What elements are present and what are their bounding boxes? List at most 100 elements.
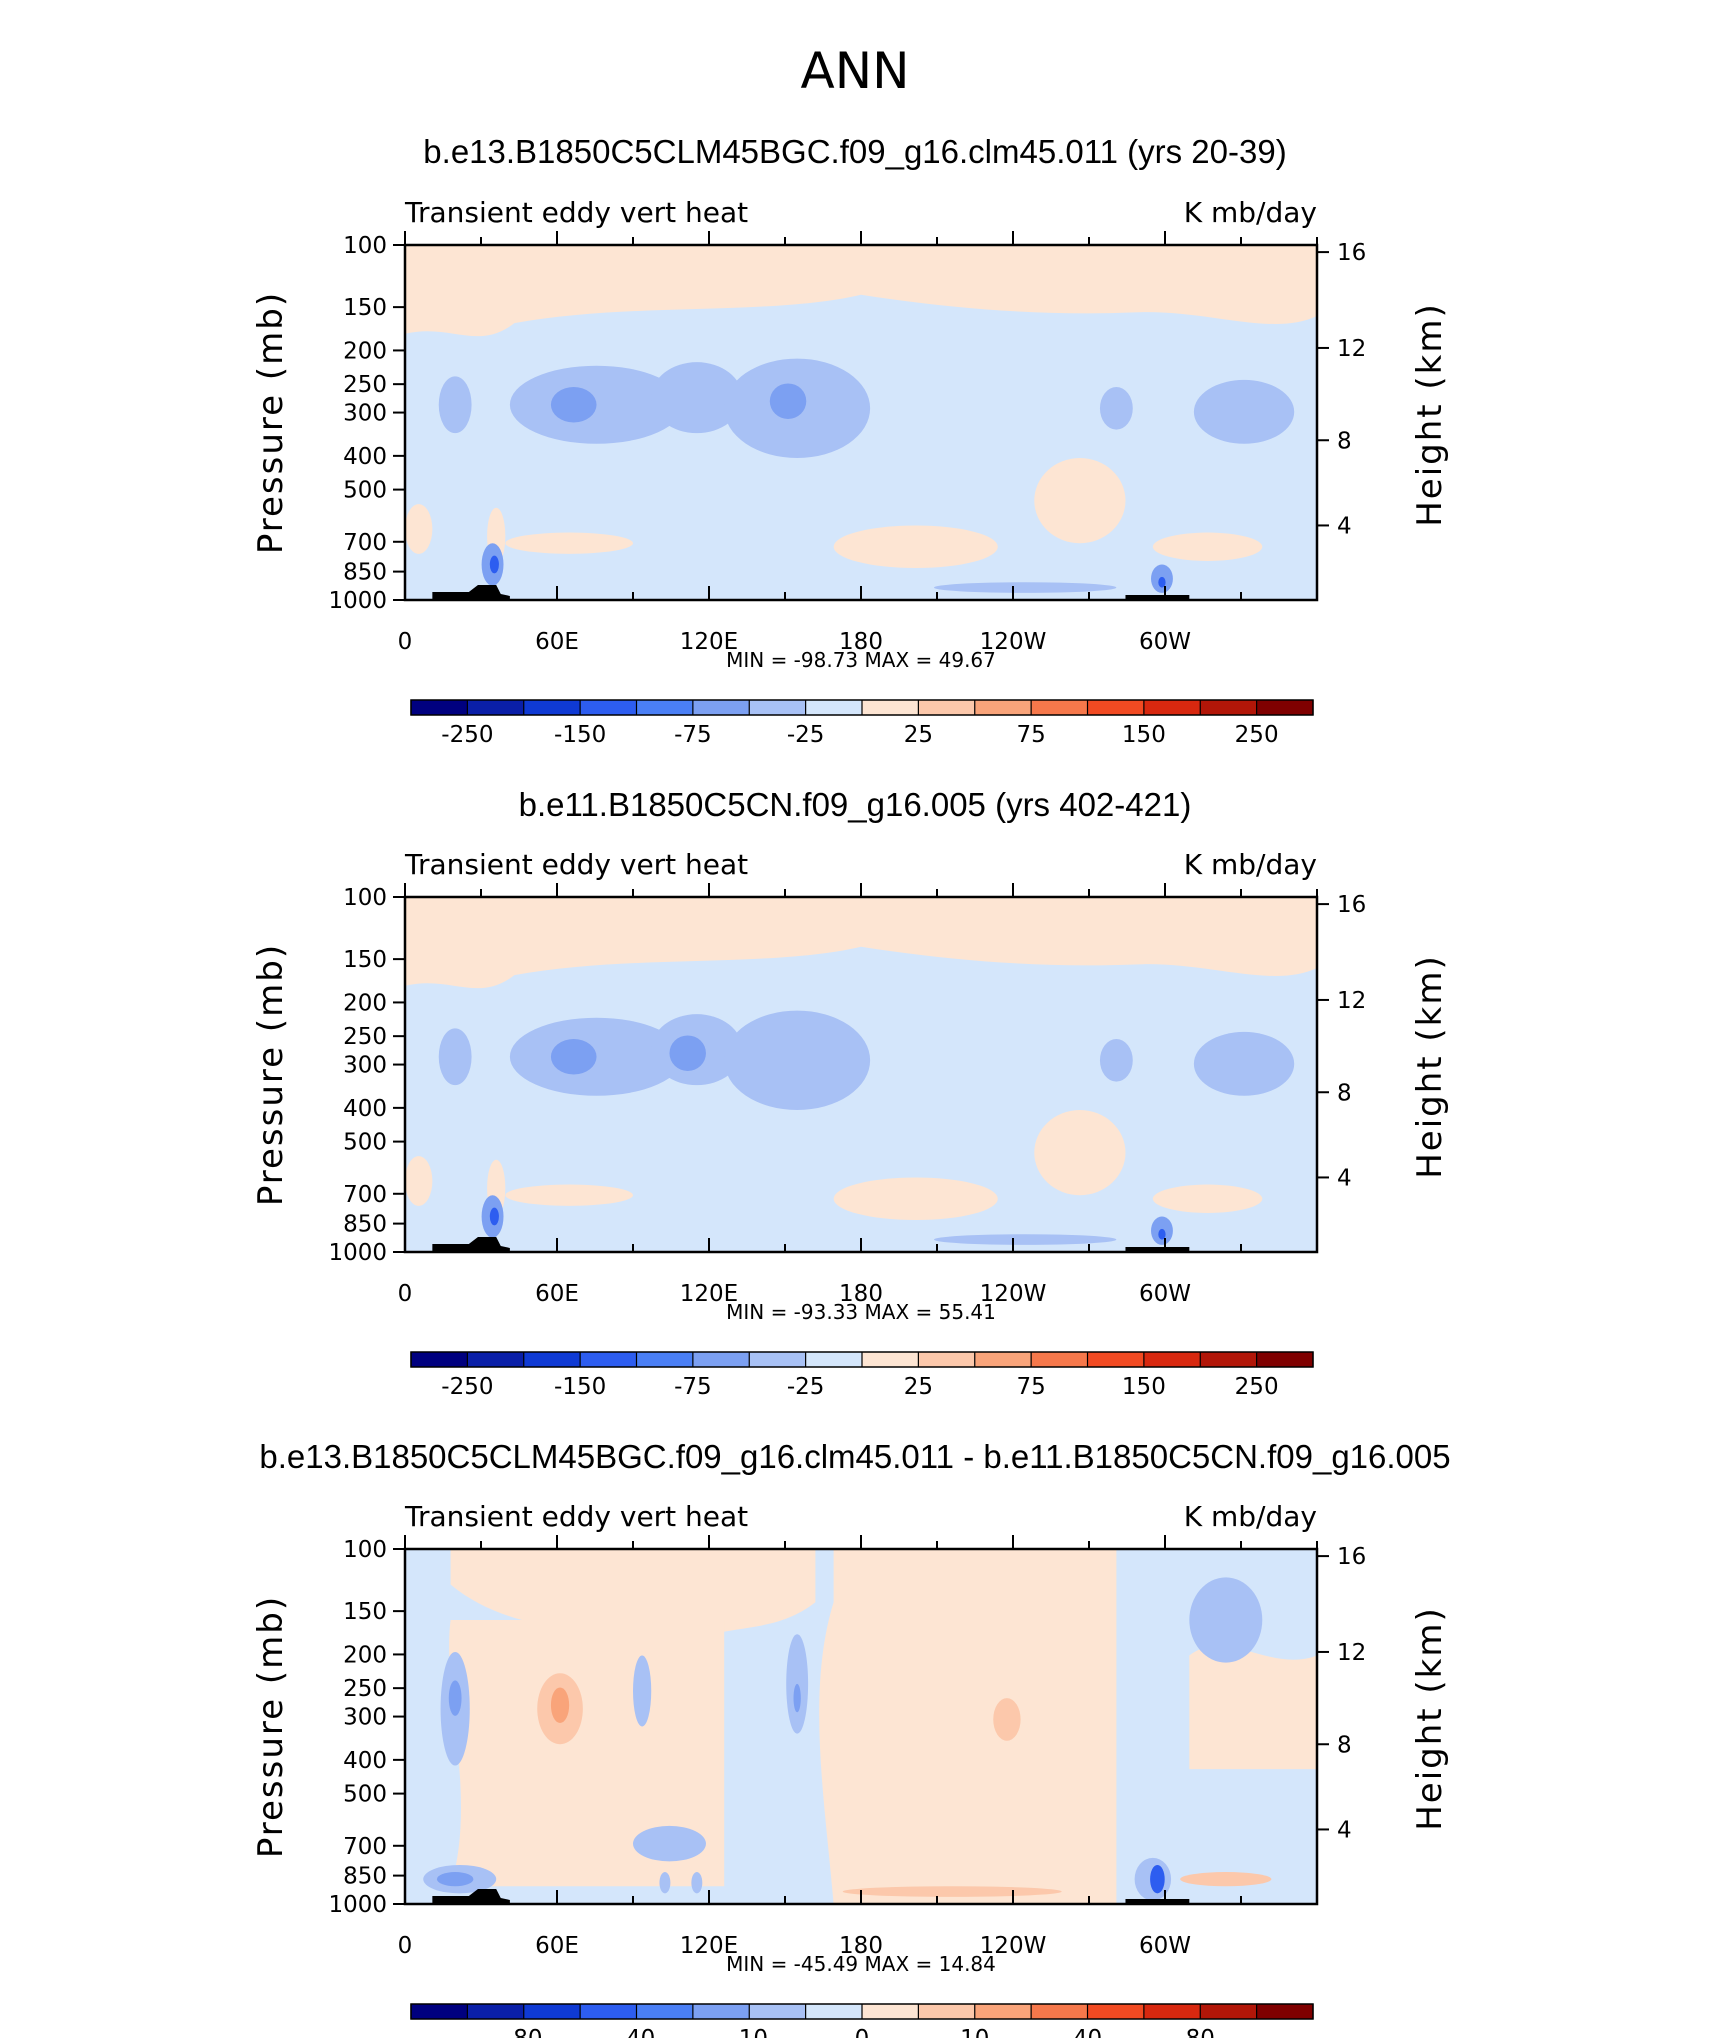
pressure-tick-label: 100 <box>343 885 387 911</box>
contour-region <box>405 504 433 554</box>
colorbar-swatch <box>467 700 525 715</box>
pressure-tick-label: 100 <box>343 233 387 259</box>
colorbar-label: 25 <box>904 1374 933 1400</box>
colorbar: -80 -40 -10 0 10 40 80 <box>410 2003 1314 2038</box>
contour-region <box>550 1687 570 1723</box>
colorbar-label: 0 <box>855 2026 870 2038</box>
lon-tick-label: 120W <box>980 629 1047 655</box>
topography <box>432 585 510 600</box>
colorbar-swatch <box>1256 1352 1314 1367</box>
contour-field <box>405 245 1317 600</box>
colorbar-swatch <box>1031 1352 1088 1367</box>
min-max-label: MIN = -45.49 MAX = 14.84 <box>726 1952 996 1976</box>
height-tick-label: 16 <box>1337 240 1366 266</box>
topography <box>432 1889 510 1904</box>
contour-region <box>505 1184 633 1206</box>
height-tick-label: 12 <box>1337 1640 1366 1666</box>
contour-region <box>833 1177 998 1221</box>
contour-region <box>436 1872 474 1887</box>
colorbar-swatch <box>692 2004 750 2019</box>
colorbar-label: -80 <box>505 2026 543 2038</box>
min-max-label: MIN = -93.33 MAX = 55.41 <box>726 1300 996 1324</box>
colorbar-swatch <box>1256 700 1314 715</box>
colorbar-swatch <box>636 1352 694 1367</box>
contour-region <box>448 1680 462 1716</box>
panel-3-title: b.e13.B1850C5CLM45BGC.f09_g16.clm45.011 … <box>259 1438 1451 1475</box>
pressure-tick-label: 300 <box>343 1053 387 1079</box>
contour-region <box>1158 1228 1166 1240</box>
contour-region <box>1152 1184 1263 1213</box>
pressure-tick-label: 200 <box>343 338 387 364</box>
field-label: Transient eddy vert heat <box>404 196 748 229</box>
contour-region <box>769 383 807 419</box>
panel-1: Transient eddy vert heat K mb/day 100 150 20… <box>251 196 1450 748</box>
panel-1-title: b.e13.B1850C5CLM45BGC.f09_g16.clm45.011 … <box>423 133 1287 170</box>
lon-tick-label: 60E <box>535 629 579 655</box>
topography <box>1125 1247 1190 1252</box>
lon-tick-label: 120E <box>680 1933 738 1959</box>
colorbar-swatch <box>918 700 976 715</box>
colorbar-label: -10 <box>730 2026 768 2038</box>
y-axis-right-title: Height (km) <box>1410 1606 1450 1831</box>
colorbar-swatch <box>1200 700 1258 715</box>
colorbar-swatch <box>1143 2004 1201 2019</box>
colorbar-label: 25 <box>904 722 933 748</box>
panel-3: Transient eddy vert heat K mb/day10015020… <box>251 1500 1450 2038</box>
colorbar-swatch <box>411 2004 468 2019</box>
contour-region <box>1158 576 1166 588</box>
contour-region <box>509 365 684 444</box>
contour-region <box>1180 1872 1272 1887</box>
colorbar-label: 80 <box>1186 2026 1215 2038</box>
pressure-tick-label: 100 <box>343 1537 387 1563</box>
contour-region <box>691 1872 703 1894</box>
colorbar-swatch <box>1087 2004 1145 2019</box>
page-title: ANN <box>800 42 910 100</box>
colorbar-swatch <box>749 700 807 715</box>
pressure-tick-label: 850 <box>343 1864 387 1890</box>
colorbar-swatch <box>862 700 919 715</box>
colorbar-swatch <box>411 1352 468 1367</box>
units-label: K mb/day <box>1184 196 1317 229</box>
lon-tick-label: 180 <box>839 1933 883 1959</box>
contour-region <box>1189 1646 1317 1770</box>
pressure-tick-label: 150 <box>343 1599 387 1625</box>
colorbar-swatch <box>749 1352 807 1367</box>
colorbar-label: -40 <box>618 2026 656 2038</box>
contour-region <box>933 1234 1117 1245</box>
colorbar-swatch <box>1031 2004 1088 2019</box>
colorbar-label: -25 <box>787 722 825 748</box>
contour-region <box>1034 458 1126 544</box>
height-tick-label: 8 <box>1337 1732 1352 1758</box>
colorbar-label: -150 <box>554 1374 606 1400</box>
colorbar-swatch <box>974 2004 1032 2019</box>
colorbar-swatch <box>1143 700 1201 715</box>
lon-tick-label: 120W <box>980 1933 1047 1959</box>
colorbar-swatch <box>862 2004 919 2019</box>
height-tick-label: 12 <box>1337 336 1366 362</box>
colorbar-swatch <box>523 1352 581 1367</box>
colorbar-swatch <box>692 1352 750 1367</box>
colorbar-label: -250 <box>441 722 493 748</box>
contour-region <box>933 582 1117 593</box>
height-tick-label: 16 <box>1337 1544 1366 1570</box>
colorbar-swatch <box>636 2004 694 2019</box>
contour-region <box>659 1872 671 1894</box>
units-label: K mb/day <box>1184 1500 1317 1533</box>
pressure-tick-label: 200 <box>343 990 387 1016</box>
y-axis-right-title: Height (km) <box>1410 954 1450 1179</box>
lon-tick-label: 120W <box>980 1281 1047 1307</box>
contour-region <box>724 1010 871 1110</box>
pressure-tick-label: 400 <box>343 1096 387 1122</box>
lon-tick-label: 60W <box>1139 1281 1191 1307</box>
lon-tick-label: 60W <box>1139 629 1191 655</box>
contour-field <box>405 1549 1317 1904</box>
min-max-label: MIN = -98.73 MAX = 49.67 <box>726 648 996 672</box>
contour-region <box>489 1207 499 1226</box>
contour-region <box>1152 532 1263 561</box>
colorbar-swatch <box>974 1352 1032 1367</box>
lon-tick-label: 120E <box>680 1281 738 1307</box>
pressure-tick-label: 500 <box>343 1782 387 1808</box>
pressure-tick-label: 250 <box>343 372 387 398</box>
colorbar-swatch <box>1200 1352 1258 1367</box>
pressure-tick-label: 250 <box>343 1676 387 1702</box>
